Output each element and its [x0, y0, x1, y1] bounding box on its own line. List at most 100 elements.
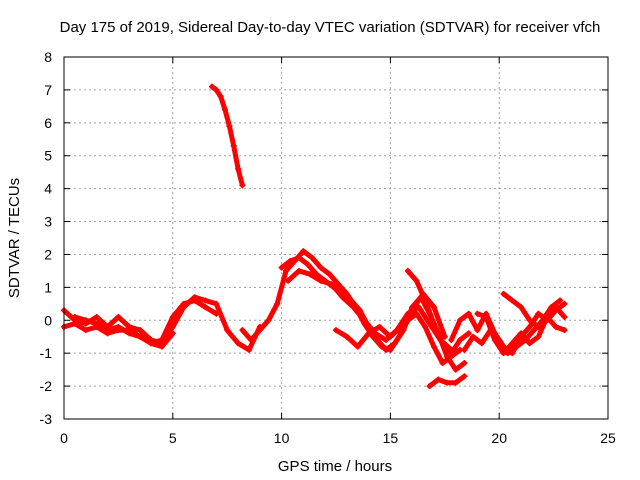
data-point: [452, 366, 459, 373]
y-tick-label: 2: [44, 246, 52, 262]
data-point: [248, 337, 255, 344]
data-point: [137, 333, 144, 340]
data-point: [202, 297, 209, 304]
data-point: [491, 337, 498, 344]
data-point: [354, 343, 361, 350]
data-point: [531, 327, 538, 334]
y-tick-label: 1: [44, 279, 52, 295]
data-point: [509, 340, 516, 347]
data-point: [169, 330, 176, 337]
data-point: [383, 346, 390, 353]
data-point: [137, 327, 144, 334]
data-point: [413, 310, 420, 317]
data-point: [326, 271, 333, 278]
y-axis-label: SDTVAR / TECUs: [6, 178, 23, 298]
data-point: [282, 267, 289, 274]
data-point: [208, 83, 215, 90]
data-point: [544, 310, 551, 317]
data-point: [470, 333, 477, 340]
data-point: [513, 343, 520, 350]
y-tick-label: 3: [44, 214, 52, 230]
data-point: [552, 323, 559, 330]
x-tick-label: 0: [60, 430, 68, 446]
x-tick-label: 15: [383, 430, 399, 446]
data-point: [461, 360, 468, 367]
data-point: [328, 281, 335, 288]
data-point: [213, 310, 220, 317]
data-point: [217, 93, 224, 100]
y-tick-label: 0: [44, 312, 52, 328]
data-point: [239, 327, 246, 334]
grid-lines: [64, 57, 608, 419]
data-point: [115, 323, 122, 330]
data-point: [333, 327, 339, 334]
data-point: [561, 300, 568, 307]
data-point: [306, 271, 313, 278]
data-point: [535, 333, 542, 340]
data-point: [391, 340, 398, 347]
data-point: [439, 340, 446, 347]
data-point: [104, 327, 111, 334]
data-point: [93, 313, 100, 320]
data-point: [413, 277, 420, 284]
data-point: [430, 304, 437, 311]
y-tick-label: 7: [44, 82, 52, 98]
data-point: [474, 327, 481, 334]
data-series: [61, 83, 568, 390]
data-point: [474, 310, 481, 317]
data-point: [535, 323, 542, 330]
data-point: [387, 333, 394, 340]
y-tick-label: -3: [40, 411, 53, 427]
data-point: [557, 297, 564, 304]
series-arc-7: [285, 268, 454, 353]
data-point: [350, 304, 357, 311]
data-point: [317, 277, 324, 284]
data-point: [483, 313, 490, 320]
data-point: [526, 317, 533, 324]
data-point: [239, 182, 246, 189]
data-point: [191, 297, 198, 304]
data-point: [361, 317, 368, 324]
data-point: [465, 330, 472, 337]
data-point: [398, 323, 405, 330]
chart-title: Day 175 of 2019, Sidereal Day-to-day VTE…: [60, 19, 601, 36]
data-point: [374, 337, 381, 344]
data-point: [448, 350, 455, 357]
data-point: [213, 300, 220, 307]
data-point: [517, 330, 524, 337]
x-tick-label: 5: [169, 430, 177, 446]
data-point: [148, 340, 155, 347]
data-point: [365, 330, 372, 337]
data-point: [500, 290, 507, 297]
series-arc-9: [405, 268, 472, 356]
x-tick-label: 10: [274, 430, 290, 446]
data-point: [309, 254, 316, 261]
y-tick-label: -1: [40, 345, 53, 361]
y-tick-label: 4: [44, 181, 52, 197]
data-point: [383, 337, 390, 344]
x-tick-label: 20: [491, 430, 507, 446]
data-point: [517, 304, 524, 311]
data-point: [435, 376, 442, 383]
y-tick-label: 6: [44, 115, 52, 131]
data-point: [158, 343, 165, 350]
x-axis-label: GPS time / hours: [278, 458, 392, 475]
data-point: [230, 142, 237, 149]
series-arc-14: [501, 291, 567, 330]
data-point: [169, 313, 176, 320]
data-point: [457, 317, 464, 324]
data-point: [457, 337, 464, 344]
plot-frame: [63, 56, 609, 420]
data-point: [422, 297, 429, 304]
data-point: [478, 340, 485, 347]
data-point: [409, 307, 416, 314]
data-point: [465, 310, 472, 317]
data-point: [285, 277, 292, 284]
data-point: [296, 254, 303, 261]
data-point: [304, 261, 311, 268]
data-point: [448, 337, 455, 344]
y-tick-label: 5: [44, 148, 52, 164]
data-point: [226, 123, 233, 130]
data-point: [335, 281, 342, 288]
data-point: [452, 379, 459, 386]
